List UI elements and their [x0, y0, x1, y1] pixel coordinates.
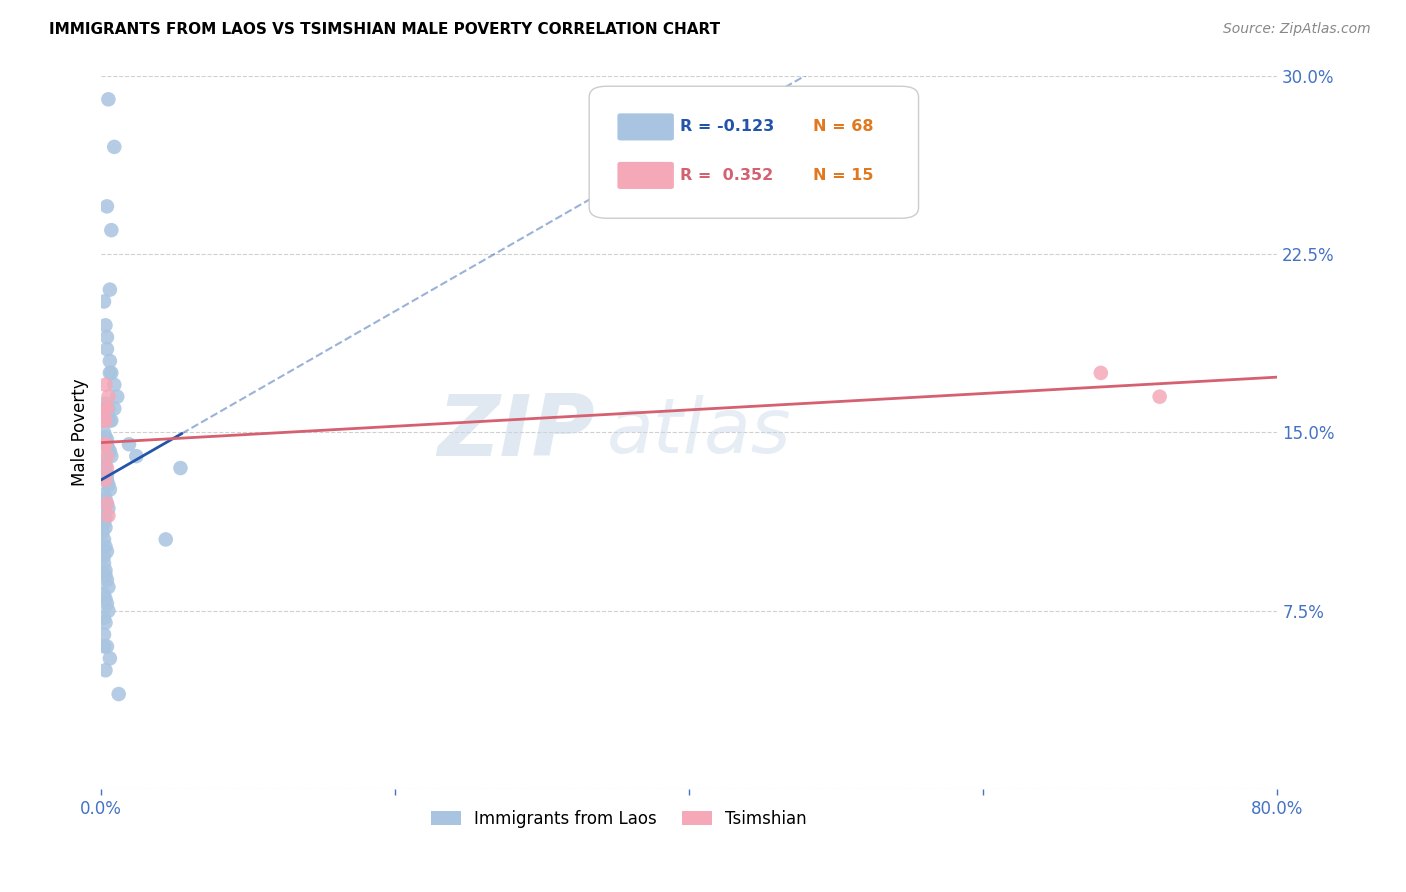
Point: [103, 377, 125, 392]
Point: [96, 473, 118, 487]
Point: [93, 549, 115, 563]
Point: [96, 433, 118, 447]
Point: [97, 580, 120, 594]
Point: [94, 520, 117, 534]
Point: [100, 223, 122, 237]
Point: [103, 140, 125, 154]
Point: [97, 442, 120, 456]
Point: [96, 401, 118, 416]
Point: [93, 401, 115, 416]
Point: [93, 516, 115, 530]
Point: [1090, 366, 1112, 380]
Point: [94, 377, 117, 392]
Text: atlas: atlas: [607, 395, 792, 469]
Point: [169, 461, 191, 475]
Point: [97, 401, 120, 416]
Point: [97, 501, 120, 516]
Point: [93, 533, 115, 547]
Point: [93, 587, 115, 601]
Point: [97, 477, 120, 491]
Point: [94, 615, 117, 630]
Point: [97, 92, 120, 106]
Point: [100, 449, 122, 463]
Point: [107, 687, 129, 701]
Point: [93, 556, 115, 570]
Point: [98, 444, 121, 458]
Point: [118, 437, 141, 451]
Point: [98, 354, 121, 368]
Point: [98, 366, 121, 380]
Text: IMMIGRANTS FROM LAOS VS TSIMSHIAN MALE POVERTY CORRELATION CHART: IMMIGRANTS FROM LAOS VS TSIMSHIAN MALE P…: [49, 22, 720, 37]
Point: [94, 437, 117, 451]
Point: [96, 342, 118, 356]
Point: [125, 449, 148, 463]
Point: [94, 663, 117, 677]
Point: [91, 413, 114, 427]
Point: [97, 390, 120, 404]
Point: [96, 497, 118, 511]
Point: [94, 463, 117, 477]
Text: Source: ZipAtlas.com: Source: ZipAtlas.com: [1223, 22, 1371, 37]
Point: [96, 640, 118, 654]
Point: [96, 544, 118, 558]
Point: [93, 294, 115, 309]
Point: [93, 454, 115, 468]
Point: [1149, 390, 1171, 404]
Point: [94, 473, 117, 487]
Point: [98, 651, 121, 665]
Point: [94, 413, 117, 427]
Point: [100, 366, 122, 380]
Point: [100, 413, 122, 427]
Point: [98, 483, 121, 497]
Point: [96, 597, 118, 611]
Point: [96, 573, 118, 587]
FancyBboxPatch shape: [589, 87, 918, 219]
Point: [105, 390, 128, 404]
Point: [93, 640, 115, 654]
Point: [94, 568, 117, 582]
Point: [96, 199, 118, 213]
Point: [155, 533, 177, 547]
Point: [94, 491, 117, 506]
Point: [96, 437, 118, 451]
Point: [94, 563, 117, 577]
Point: [94, 540, 117, 554]
FancyBboxPatch shape: [617, 161, 673, 189]
Point: [94, 397, 117, 411]
Text: R = -0.123: R = -0.123: [679, 120, 773, 135]
Point: [103, 401, 125, 416]
Point: [97, 409, 120, 423]
Legend: Immigrants from Laos, Tsimshian: Immigrants from Laos, Tsimshian: [423, 803, 813, 834]
Point: [96, 449, 118, 463]
Point: [93, 506, 115, 520]
Point: [98, 283, 121, 297]
Point: [93, 627, 115, 641]
Point: [93, 425, 115, 440]
Point: [96, 461, 118, 475]
Text: N = 15: N = 15: [813, 168, 873, 183]
Point: [94, 458, 117, 473]
FancyBboxPatch shape: [617, 113, 673, 140]
Point: [93, 611, 115, 625]
Point: [96, 468, 118, 483]
Point: [96, 497, 118, 511]
Text: ZIP: ZIP: [437, 391, 595, 474]
Point: [94, 591, 117, 606]
Point: [94, 511, 117, 525]
Point: [97, 604, 120, 618]
Point: [94, 318, 117, 333]
Point: [93, 487, 115, 501]
Text: N = 68: N = 68: [813, 120, 873, 135]
Y-axis label: Male Poverty: Male Poverty: [72, 378, 89, 486]
Point: [94, 430, 117, 444]
Point: [91, 525, 114, 540]
Point: [97, 508, 120, 523]
Point: [93, 437, 115, 451]
Point: [98, 413, 121, 427]
Point: [96, 330, 118, 344]
Text: R =  0.352: R = 0.352: [679, 168, 773, 183]
